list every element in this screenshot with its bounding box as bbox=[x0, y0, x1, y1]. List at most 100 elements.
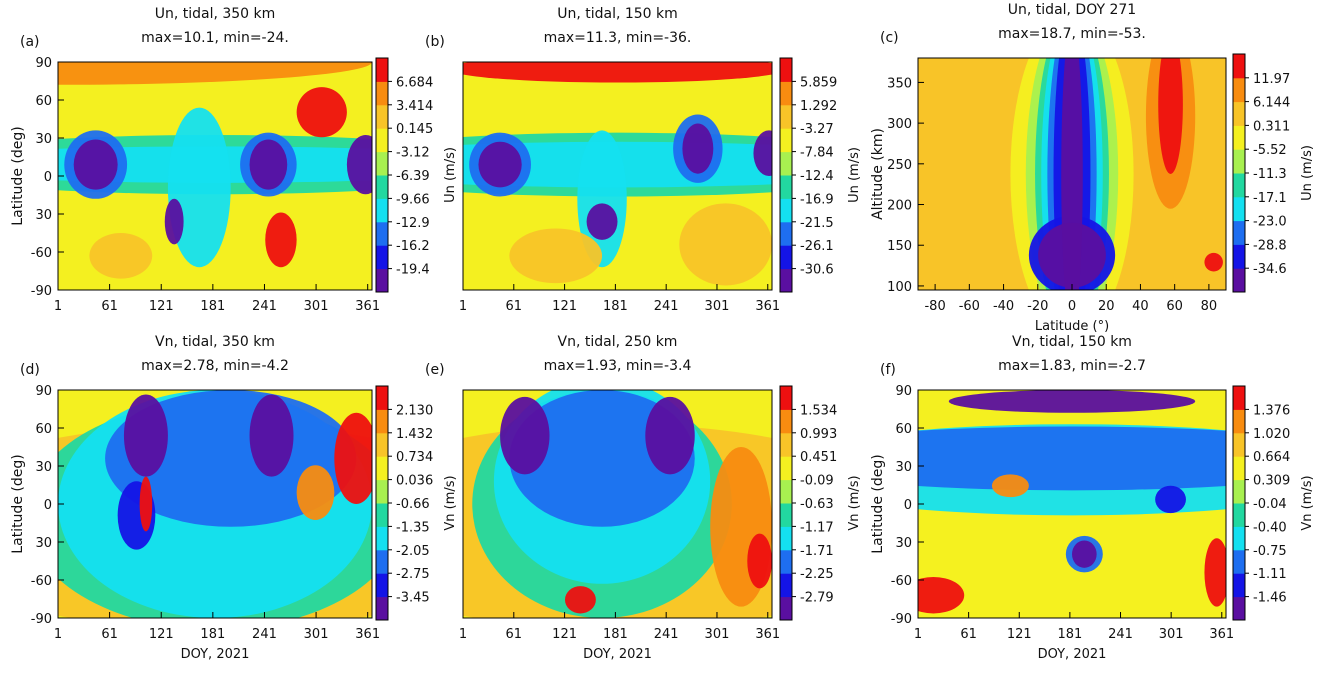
x-tick-label: 61 bbox=[506, 299, 523, 314]
colorbar-swatch bbox=[780, 526, 792, 551]
colorbar-swatch bbox=[780, 81, 792, 106]
colorbar-tick-label: -21.5 bbox=[800, 216, 834, 231]
field-region bbox=[645, 396, 695, 475]
plot-frame bbox=[462, 61, 773, 291]
field-region bbox=[296, 465, 335, 520]
x-tick-label: 40 bbox=[1132, 299, 1149, 314]
colorbar-tick-label: 0.734 bbox=[396, 450, 433, 465]
colorbar-label: Un (m/s) bbox=[443, 147, 458, 203]
y-axis-label: Altitude (km) bbox=[870, 128, 886, 220]
panel-title: Un, tidal, 350 km bbox=[155, 6, 276, 22]
contour-field bbox=[58, 390, 372, 618]
field-region bbox=[105, 390, 357, 527]
panel-title: Vn, tidal, 150 km bbox=[1012, 334, 1132, 350]
colorbar-swatch bbox=[376, 128, 388, 153]
x-tick-label: 121 bbox=[552, 299, 577, 314]
colorbar-swatch bbox=[376, 198, 388, 223]
y-tick-label: 0 bbox=[904, 498, 912, 513]
colorbar-tick-label: 3.414 bbox=[396, 99, 433, 114]
colorbar-tick-label: -0.75 bbox=[1253, 544, 1287, 559]
y-tick-label: 300 bbox=[887, 117, 912, 132]
panel-subtitle: max=1.83, min=-2.7 bbox=[998, 358, 1146, 374]
field-region bbox=[753, 130, 772, 176]
colorbar-swatch bbox=[780, 432, 792, 457]
contour-field bbox=[463, 62, 772, 290]
colorbar-tick-label: -1.17 bbox=[800, 520, 834, 535]
x-tick-label: 181 bbox=[1057, 627, 1082, 642]
field-region bbox=[948, 390, 1196, 413]
y-tick-label: 90 bbox=[35, 56, 52, 71]
x-tick-label: 301 bbox=[1159, 627, 1184, 642]
x-tick-label: 241 bbox=[252, 299, 277, 314]
colorbar-tick-label: -6.39 bbox=[396, 169, 430, 184]
panel-title: Un, tidal, DOY 271 bbox=[1008, 2, 1136, 18]
x-tick-label: 1 bbox=[914, 627, 922, 642]
y-tick-label: -60 bbox=[31, 574, 52, 589]
colorbar-swatch bbox=[1233, 54, 1245, 79]
field-region bbox=[500, 396, 550, 475]
contour-field bbox=[463, 390, 772, 618]
y-tick-label: 100 bbox=[887, 280, 912, 295]
y-tick-label: 150 bbox=[887, 239, 912, 254]
colorbar-tick-label: 0.036 bbox=[396, 474, 433, 489]
colorbar-tick-label: -34.6 bbox=[1253, 262, 1287, 277]
field-region bbox=[1072, 540, 1097, 568]
colorbar-tick-label: 1.292 bbox=[800, 99, 837, 114]
field-region bbox=[463, 62, 772, 83]
colorbar-tick-label: -2.79 bbox=[800, 591, 834, 606]
colorbar-tick-label: -2.05 bbox=[396, 544, 430, 559]
colorbar-swatch bbox=[780, 503, 792, 527]
colorbar-swatch bbox=[780, 221, 792, 246]
x-axis-label: DOY, 2021 bbox=[583, 647, 652, 662]
field-region bbox=[249, 394, 294, 477]
colorbar-swatch bbox=[1233, 125, 1245, 150]
colorbar-swatch bbox=[1233, 596, 1245, 621]
y-tick-label: -60 bbox=[891, 574, 912, 589]
colorbar-swatch bbox=[376, 104, 388, 129]
x-tick-label: 60 bbox=[1166, 299, 1183, 314]
colorbar-swatch bbox=[780, 151, 792, 176]
x-tick-label: 241 bbox=[654, 299, 679, 314]
colorbar-swatch bbox=[376, 549, 388, 574]
y-tick-label: -90 bbox=[891, 612, 912, 627]
contour-field bbox=[918, 390, 1226, 618]
panel-subtitle: max=2.78, min=-4.2 bbox=[141, 358, 289, 374]
colorbar-swatch bbox=[780, 58, 792, 82]
colorbar-tick-label: 2.130 bbox=[396, 403, 433, 418]
colorbar-swatch bbox=[780, 268, 792, 293]
field-region bbox=[1155, 485, 1186, 514]
field-region bbox=[164, 198, 184, 245]
field-region bbox=[58, 62, 372, 85]
x-tick-label: -40 bbox=[993, 299, 1014, 314]
x-tick-label: 0 bbox=[1068, 299, 1076, 314]
colorbar-tick-label: 1.534 bbox=[800, 403, 837, 418]
y-tick-label: -90 bbox=[31, 284, 52, 299]
field-region bbox=[509, 228, 603, 284]
field-region bbox=[564, 586, 596, 614]
colorbar-tick-label: 5.859 bbox=[800, 75, 837, 90]
colorbar-tick-label: -0.04 bbox=[1253, 497, 1287, 512]
panel-title: Vn, tidal, 250 km bbox=[558, 334, 678, 350]
contour-field bbox=[918, 58, 1226, 290]
x-tick-label: 121 bbox=[552, 627, 577, 642]
colorbar-swatch bbox=[780, 198, 792, 223]
x-axis-label: Latitude (°) bbox=[1035, 319, 1109, 334]
colorbar-label: Vn (m/s) bbox=[443, 475, 458, 530]
colorbar-label: Vn (m/s) bbox=[847, 475, 862, 530]
x-tick-label: 61 bbox=[506, 627, 523, 642]
y-tick-label: 30 bbox=[35, 132, 52, 147]
x-tick-label: 301 bbox=[304, 627, 329, 642]
panel-subtitle: max=1.93, min=-3.4 bbox=[544, 358, 692, 374]
field-region bbox=[73, 139, 118, 190]
colorbar-swatch bbox=[376, 268, 388, 293]
y-tick-label: 60 bbox=[35, 94, 52, 109]
y-axis-label: Latitude (deg) bbox=[870, 454, 886, 553]
colorbar-swatch bbox=[376, 81, 388, 106]
colorbar-swatch bbox=[1233, 77, 1245, 103]
x-tick-label: 301 bbox=[304, 299, 329, 314]
colorbar-swatch bbox=[376, 573, 388, 598]
colorbar-tick-label: 1.020 bbox=[1253, 427, 1290, 442]
colorbar-tick-label: -0.63 bbox=[800, 497, 834, 512]
colorbar-tick-label: -26.1 bbox=[800, 239, 834, 254]
